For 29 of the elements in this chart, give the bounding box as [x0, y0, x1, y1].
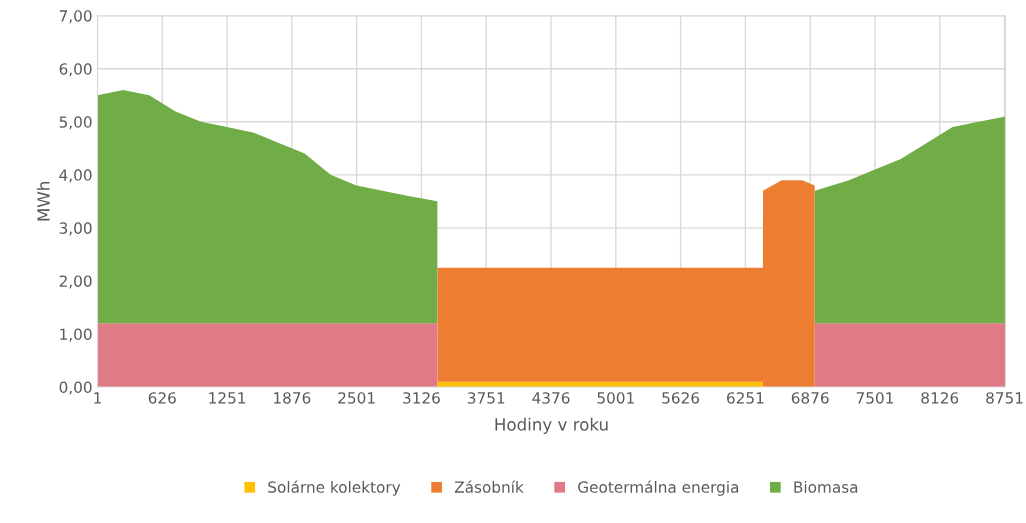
x-tick-label: 6876	[791, 392, 829, 404]
x-tick-label: 5001	[597, 392, 634, 404]
x-tick-label: 1876	[274, 392, 311, 404]
y-tick-label: 5,00	[59, 116, 92, 130]
x-tick-label: 3126	[403, 392, 440, 404]
x-tick-label: 6251	[727, 392, 764, 404]
x-tick-label: 4376	[532, 392, 570, 404]
x-tick-label: 1251	[209, 392, 246, 404]
x-tick-label: 3751	[467, 392, 505, 404]
x-axis-title: Hodiny v roku	[495, 417, 608, 434]
x-tick-label: 2501	[338, 392, 375, 404]
x-tick-label: 8126	[921, 392, 959, 404]
y-tick-label: 3,00	[59, 222, 92, 236]
x-tick-label: 8751	[986, 392, 1023, 404]
legend-label: Solárne kolektory	[268, 480, 401, 496]
legend-label: Biomasa	[794, 481, 858, 493]
x-tick-label: 7501	[856, 392, 893, 404]
y-tick-label: 4,00	[59, 169, 92, 183]
y-tick-label: 7,00	[59, 10, 92, 24]
y-tick-label: 6,00	[59, 63, 92, 77]
legend-label: Geotermálna energia	[578, 480, 739, 496]
y-tick-label: 2,00	[59, 275, 92, 289]
y-axis-title: MWh	[36, 182, 50, 221]
x-tick-label: 5626	[662, 392, 700, 404]
y-tick-label: 1,00	[60, 328, 92, 342]
y-tick-label: 0,00	[59, 381, 92, 395]
x-tick-label: 1	[94, 392, 101, 404]
x-tick-label: 626	[148, 392, 176, 404]
legend-label: Zásobník	[454, 480, 524, 493]
